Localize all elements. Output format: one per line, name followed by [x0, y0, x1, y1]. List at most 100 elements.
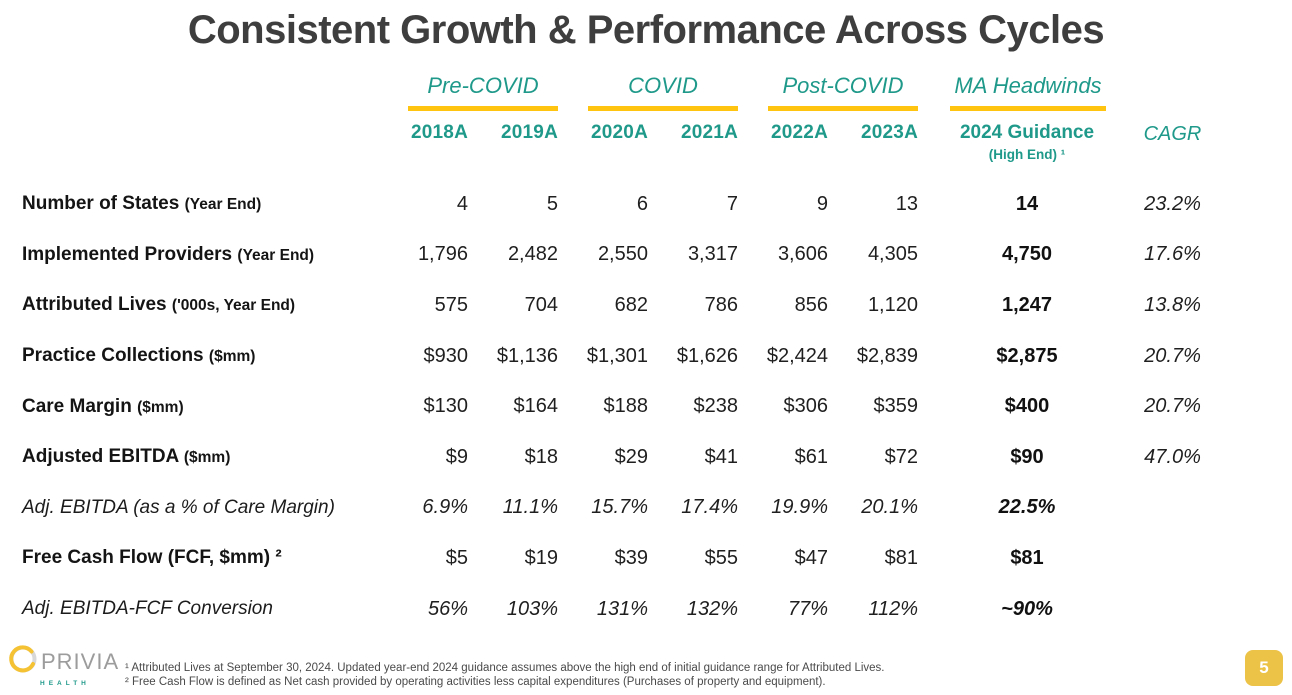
value-cell: 6	[636, 192, 648, 215]
value-cell: 704	[524, 293, 558, 316]
privia-ring-icon	[8, 644, 38, 679]
cagr-cell: 13.8%	[1144, 293, 1201, 316]
value-cell: 15.7%	[591, 496, 648, 519]
col-header-2021a: 2021A	[681, 122, 738, 143]
value-cell: 4,305	[867, 243, 918, 266]
guidance-header: 2024 Guidance	[959, 122, 1095, 143]
value-cell: $188	[603, 395, 649, 418]
row-label: Adj. EBITDA-FCF Conversion	[22, 598, 404, 620]
era-label: MA Headwinds	[950, 73, 1106, 111]
value-cell: $18	[524, 445, 558, 468]
value-cell: $130	[423, 395, 469, 418]
table-row-adj-ebitda-fcf-conversion: Adj. EBITDA-FCF Conversion 56% 103% 131%…	[22, 584, 1292, 635]
value-cell: $19	[524, 546, 558, 569]
value-cell: $72	[884, 445, 918, 468]
row-label-text: Free Cash Flow (FCF, $mm) ²	[22, 547, 282, 569]
value-cell: $55	[704, 546, 738, 569]
value-cell: 56%	[427, 597, 468, 620]
value-cell: 112%	[868, 597, 918, 620]
era-covid: COVID	[584, 73, 764, 111]
slide-footer: PRIVIA HEALTH ¹ Attributed Lives at Sept…	[0, 640, 1292, 695]
value-cell: $2,424	[766, 344, 828, 367]
footnote-1: ¹ Attributed Lives at September 30, 2024…	[125, 662, 885, 674]
table-row-adjusted-ebitda: Adjusted EBITDA ($mm) $9 $18 $29 $41 $61…	[22, 432, 1292, 483]
row-label-text: Adj. EBITDA (as a % of Care Margin)	[22, 496, 335, 518]
privia-health-logo: PRIVIA HEALTH	[8, 644, 120, 687]
page-number-badge: 5	[1245, 650, 1283, 686]
row-label-suffix: ($mm)	[183, 449, 231, 467]
cagr-cell: 17.6%	[1144, 243, 1201, 266]
row-label-suffix: (Year End)	[237, 246, 315, 264]
value-cell: 9	[816, 192, 828, 215]
era-post-covid: Post-COVID	[764, 73, 944, 111]
col-header-2020a: 2020A	[591, 122, 648, 143]
logo-sub-text: HEALTH	[40, 680, 90, 687]
guidance-subheader: (High End) ¹	[988, 147, 1066, 162]
table-row-adj-ebitda-pct-care-margin: Adj. EBITDA (as a % of Care Margin) 6.9%…	[22, 483, 1292, 534]
col-header-2018a: 2018A	[411, 122, 468, 143]
value-cell: $238	[693, 395, 739, 418]
value-cell: 132%	[686, 597, 738, 620]
value-cell: $1,626	[676, 344, 738, 367]
row-label: Adj. EBITDA (as a % of Care Margin)	[22, 497, 404, 519]
metrics-table: Number of States (Year End) 4 5 6 7 9 13…	[22, 179, 1292, 634]
row-label-text: Care Margin	[22, 395, 132, 417]
value-cell: $9	[445, 445, 468, 468]
value-cell: 2,550	[597, 243, 648, 266]
guidance-cell: $400	[1004, 395, 1050, 418]
value-cell: $306	[783, 395, 829, 418]
value-cell: 131%	[596, 597, 648, 620]
value-cell: 17.4%	[681, 496, 738, 519]
row-label-suffix: ($mm)	[208, 348, 256, 366]
logo-brand-text: PRIVIA	[41, 648, 120, 674]
row-label-text: Adjusted EBITDA	[22, 446, 179, 468]
value-cell: 575	[434, 293, 468, 316]
value-cell: 5	[546, 192, 558, 215]
row-label-suffix: (Year End)	[184, 196, 262, 214]
value-cell: 19.9%	[771, 496, 828, 519]
era-label: COVID	[588, 73, 738, 111]
row-label-text: Implemented Providers	[22, 243, 233, 265]
value-cell: 682	[614, 293, 648, 316]
value-cell: $2,839	[856, 344, 918, 367]
row-label-suffix: ($mm)	[137, 398, 184, 416]
row-label: Attributed Lives ('000s, Year End)	[22, 294, 404, 316]
value-cell: 6.9%	[422, 496, 468, 519]
guidance-cell: ~90%	[1001, 597, 1053, 620]
row-label-suffix: ('000s, Year End)	[171, 297, 296, 315]
value-cell: $81	[884, 546, 918, 569]
page-title: Consistent Growth & Performance Across C…	[187, 8, 1105, 52]
table-row-number-of-states: Number of States (Year End) 4 5 6 7 9 13…	[22, 179, 1292, 230]
cagr-cell: 47.0%	[1144, 445, 1201, 468]
value-cell: 856	[794, 293, 828, 316]
guidance-cell: 4,750	[1001, 243, 1053, 266]
col-header-2022a: 2022A	[771, 122, 828, 143]
value-cell: 4	[456, 192, 468, 215]
value-cell: $29	[614, 445, 648, 468]
table-row-implemented-providers: Implemented Providers (Year End) 1,796 2…	[22, 230, 1292, 281]
year-header-row: 2018A 2019A 2020A 2021A 2022A 2023A 2024…	[22, 122, 1292, 162]
cagr-cell: 20.7%	[1144, 395, 1201, 418]
row-label: Adjusted EBITDA ($mm)	[22, 446, 404, 468]
era-ma-headwinds: MA Headwinds	[944, 73, 1110, 111]
table-row-free-cash-flow: Free Cash Flow (FCF, $mm) ² $5 $19 $39 $…	[22, 533, 1292, 584]
era-label: Pre-COVID	[408, 73, 558, 111]
value-cell: $930	[423, 344, 469, 367]
value-cell: $47	[794, 546, 828, 569]
value-cell: $1,136	[496, 344, 558, 367]
value-cell: 3,606	[777, 243, 828, 266]
value-cell: 1,796	[417, 243, 468, 266]
value-cell: $41	[704, 445, 738, 468]
value-cell: $5	[445, 546, 468, 569]
value-cell: 13	[895, 192, 918, 215]
era-pre-covid: Pre-COVID	[404, 73, 584, 111]
era-label: Post-COVID	[768, 73, 918, 111]
cagr-cell: 23.2%	[1144, 192, 1201, 215]
value-cell: 2,482	[507, 243, 558, 266]
footnotes: ¹ Attributed Lives at September 30, 2024…	[125, 661, 1025, 689]
row-label: Implemented Providers (Year End)	[22, 244, 404, 266]
cagr-cell: 20.7%	[1144, 344, 1201, 367]
row-label-text: Number of States	[22, 193, 180, 215]
table-row-attributed-lives: Attributed Lives ('000s, Year End) 575 7…	[22, 280, 1292, 331]
